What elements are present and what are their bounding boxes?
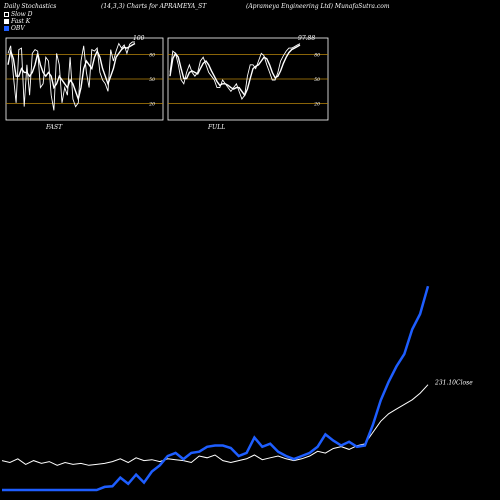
last-value-label-fast: 100 [133,35,145,42]
legend-label-obv: OBV [11,25,25,32]
panel-label-fast: FAST [45,124,63,131]
level-label-50: 50 [314,77,320,83]
legend-label-slow-d: Slow D [11,11,33,18]
series-full-d [169,44,301,97]
last-value-label-full: 97.88 [298,35,315,42]
obv-line [2,285,430,492]
panel-label-full: FULL [207,124,225,131]
chart-title: (14,3,3) Charts for APRAMEYA_ST [101,3,207,10]
level-label-20: 20 [148,102,155,108]
level-label-20: 20 [313,102,320,108]
legend-swatch-fast-k [4,19,9,24]
legend-fast-k: Fast K [4,18,30,25]
company-label: (Aprameya Engineering Ltd) MunafaSutra.c… [246,3,390,10]
close-label: 231.10Close [434,380,473,387]
legend-slow-d: Slow D [4,11,33,18]
legend-swatch-slow-d [4,12,9,17]
chart-type-label: Daily Stochastics [4,3,57,10]
level-label-80: 80 [314,52,320,58]
level-label-80: 80 [149,52,155,58]
series-full-k [169,43,301,100]
legend-swatch-obv [4,26,9,31]
legend-label-fast-k: Fast K [11,18,31,25]
level-label-50: 50 [149,77,155,83]
series-fast-k [7,41,135,111]
legend-obv: OBV [4,25,25,32]
price-line [1,384,429,466]
